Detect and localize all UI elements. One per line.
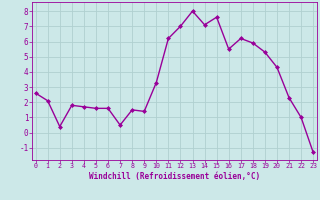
- X-axis label: Windchill (Refroidissement éolien,°C): Windchill (Refroidissement éolien,°C): [89, 172, 260, 181]
